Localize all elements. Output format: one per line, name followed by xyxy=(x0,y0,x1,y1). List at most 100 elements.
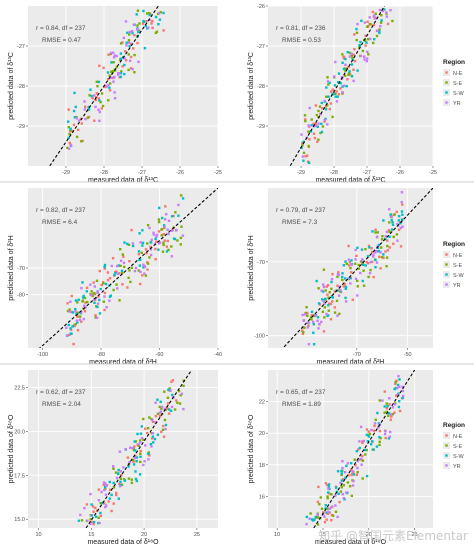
data-point-n-e xyxy=(70,294,73,298)
data-point-yr xyxy=(341,460,344,463)
data-point-s-e xyxy=(386,244,389,248)
data-point-s-w xyxy=(362,263,365,266)
data-point-yr xyxy=(134,266,138,270)
data-point-n-e xyxy=(342,56,345,59)
data-point-s-e xyxy=(123,265,126,269)
data-point-s-w xyxy=(389,213,392,216)
data-point-s-w xyxy=(120,269,124,272)
data-point-s-e xyxy=(96,85,99,88)
data-point-yr xyxy=(334,60,337,64)
data-point-s-w xyxy=(396,383,400,387)
data-point-s-e xyxy=(76,301,79,304)
data-point-s-w xyxy=(321,290,325,293)
data-point-yr xyxy=(336,314,339,317)
data-point-s-w xyxy=(87,107,91,111)
data-point-yr xyxy=(388,397,391,400)
data-point-yr xyxy=(400,200,403,204)
data-point-yr xyxy=(354,258,357,261)
legend-label-n-e: N-E xyxy=(453,434,463,440)
data-point-yr xyxy=(399,226,402,230)
y-tick-label: 16 xyxy=(259,494,265,500)
x-tick-label: -80 xyxy=(97,352,105,358)
y-axis-label: predicted data of δ²H xyxy=(8,235,15,300)
data-point-s-w xyxy=(337,81,340,84)
data-point-s-w xyxy=(350,75,354,78)
data-point-s-e xyxy=(334,92,337,95)
data-point-s-w xyxy=(94,515,98,518)
data-point-s-w xyxy=(358,44,361,47)
data-point-yr xyxy=(74,310,77,313)
data-point-yr xyxy=(133,269,137,273)
data-point-n-e xyxy=(333,290,337,293)
data-point-n-e xyxy=(350,468,353,471)
data-point-s-w xyxy=(172,237,176,240)
x-axis-label: measured data of δ¹³C xyxy=(315,177,385,184)
data-point-s-e xyxy=(302,331,305,334)
data-point-s-e xyxy=(162,243,165,247)
data-point-n-e xyxy=(154,258,157,261)
data-point-yr xyxy=(122,261,126,265)
data-point-s-e xyxy=(127,68,130,72)
x-tick-label: -29 xyxy=(62,170,70,176)
data-point-s-w xyxy=(119,75,122,79)
data-point-s-e xyxy=(68,132,71,136)
data-point-yr xyxy=(137,60,140,64)
data-point-n-e xyxy=(76,314,79,317)
data-point-yr xyxy=(311,320,315,324)
data-point-s-e xyxy=(147,451,150,454)
data-point-yr xyxy=(361,258,364,261)
data-point-s-e xyxy=(361,459,365,462)
x-tick-label: 25 xyxy=(194,532,200,538)
data-point-n-e xyxy=(329,318,333,321)
data-point-s-w xyxy=(156,433,160,436)
data-point-s-e xyxy=(110,70,113,73)
data-point-n-e xyxy=(126,286,129,289)
data-point-s-e xyxy=(385,265,388,268)
data-point-s-w xyxy=(330,280,333,284)
legend-label-s-e: S-E xyxy=(453,81,463,87)
data-point-s-w xyxy=(325,86,328,89)
data-point-s-w xyxy=(336,95,339,98)
data-point-s-e xyxy=(75,135,79,139)
data-point-s-e xyxy=(366,25,369,28)
x-axis-label: measured data of δ¹⁸O xyxy=(87,539,159,546)
data-point-n-e xyxy=(115,270,118,273)
legend-key-s-w xyxy=(445,454,448,457)
data-point-s-w xyxy=(97,521,100,525)
data-point-yr xyxy=(389,413,393,416)
data-point-n-e xyxy=(107,78,110,81)
data-point-s-w xyxy=(76,321,79,324)
data-point-s-w xyxy=(96,305,99,309)
data-point-s-e xyxy=(340,473,343,477)
data-point-yr xyxy=(334,504,337,507)
data-point-s-w xyxy=(382,253,385,256)
data-point-s-w xyxy=(90,503,93,506)
data-point-s-e xyxy=(359,260,363,263)
data-point-s-e xyxy=(102,300,105,303)
data-point-s-e xyxy=(385,410,388,414)
data-point-n-e xyxy=(99,514,102,518)
data-point-s-w xyxy=(375,445,379,448)
data-point-s-w xyxy=(157,248,160,251)
data-point-s-w xyxy=(110,61,113,64)
data-point-n-e xyxy=(151,26,154,30)
data-point-s-e xyxy=(66,146,69,150)
data-point-n-e xyxy=(151,437,154,440)
data-point-yr xyxy=(152,233,156,236)
data-point-s-w xyxy=(92,520,96,524)
data-point-s-e xyxy=(130,266,133,269)
data-point-yr xyxy=(326,80,330,83)
data-point-s-w xyxy=(340,472,343,475)
data-point-s-w xyxy=(140,425,143,428)
data-point-yr xyxy=(148,226,151,230)
data-point-s-e xyxy=(374,231,377,234)
data-point-n-e xyxy=(73,324,76,328)
data-point-yr xyxy=(166,228,169,231)
data-point-s-e xyxy=(391,413,394,416)
data-point-s-w xyxy=(98,298,101,302)
data-point-yr xyxy=(381,399,384,402)
data-point-s-w xyxy=(320,122,323,125)
data-point-n-e xyxy=(310,314,313,317)
data-point-s-e xyxy=(146,242,149,245)
data-point-n-e xyxy=(94,506,97,510)
